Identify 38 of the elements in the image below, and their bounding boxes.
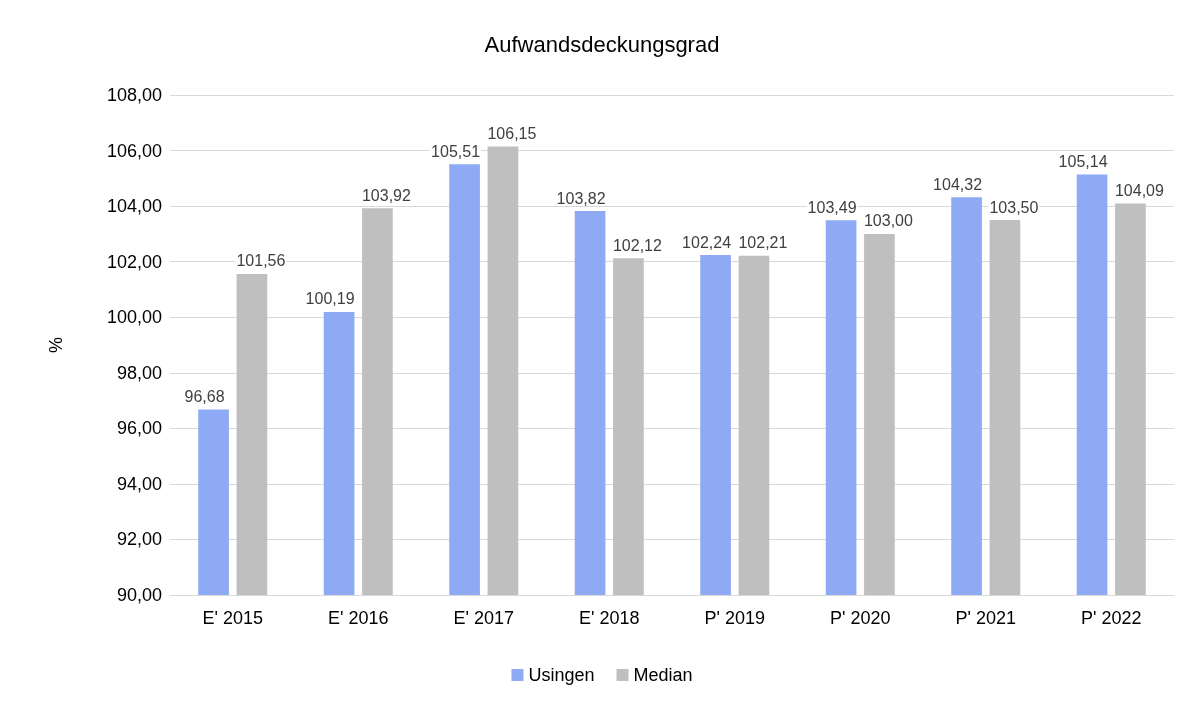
y-tick-label: 106,00 (106, 140, 162, 161)
x-tick-label: E' 2018 (579, 608, 640, 628)
x-tick-label: E' 2017 (453, 608, 514, 628)
y-tick-label: 96,00 (116, 418, 162, 439)
y-tick-label: 92,00 (116, 529, 162, 550)
chart-title: Aufwandsdeckungsgrad (484, 31, 720, 57)
data-label: 103,49 (807, 198, 857, 216)
x-tick-label: P' 2021 (955, 608, 1016, 628)
data-label: 106,15 (487, 124, 537, 142)
x-tick-label: E' 2016 (328, 608, 389, 628)
data-label: 96,68 (184, 387, 225, 405)
x-tick-label: P' 2020 (830, 608, 891, 628)
data-label: 101,56 (236, 252, 286, 270)
data-label: 103,00 (863, 212, 913, 230)
y-tick-label: 90,00 (116, 585, 162, 605)
data-label: 105,14 (1058, 152, 1108, 170)
data-label: 102,21 (738, 234, 788, 252)
data-label: 104,09 (1114, 182, 1164, 200)
y-tick-label: 104,00 (106, 196, 162, 217)
legend-label: Median (633, 665, 693, 685)
y-tick-label: 102,00 (106, 251, 162, 272)
data-label: 102,12 (612, 236, 662, 254)
legend-label: Usingen (528, 665, 595, 685)
data-label: 103,92 (361, 186, 411, 204)
y-tick-label: 94,00 (116, 473, 162, 494)
x-tick-label: P' 2022 (1081, 608, 1142, 628)
x-tick-label: E' 2015 (202, 608, 263, 628)
y-tick-label: 98,00 (116, 362, 162, 383)
y-tick-label: 108,00 (106, 85, 162, 105)
data-label: 104,32 (933, 175, 983, 193)
y-axis-title: % (46, 336, 66, 354)
data-label: 100,19 (305, 290, 355, 308)
data-label: 105,51 (431, 142, 481, 160)
y-tick-label: 100,00 (106, 307, 162, 328)
data-label: 102,24 (682, 233, 732, 251)
x-tick-label: P' 2019 (704, 608, 765, 628)
data-label: 103,82 (556, 189, 606, 207)
data-label: 103,50 (989, 198, 1039, 216)
